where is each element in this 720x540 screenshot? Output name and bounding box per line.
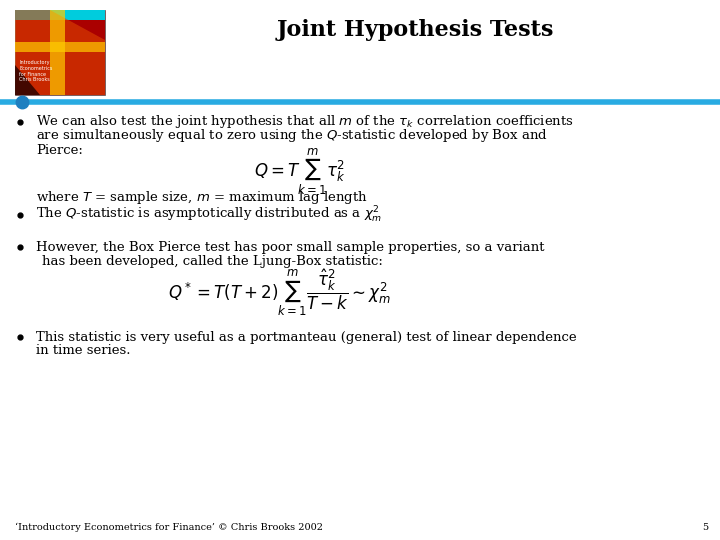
Text: Joint Hypothesis Tests: Joint Hypothesis Tests <box>276 19 554 41</box>
Text: This statistic is very useful as a portmanteau (general) test of linear dependen: This statistic is very useful as a portm… <box>36 330 577 343</box>
Text: $Q = T\sum_{k=1}^{m} \tau_k^2$: $Q = T\sum_{k=1}^{m} \tau_k^2$ <box>254 147 346 197</box>
Polygon shape <box>15 42 105 52</box>
Text: in time series.: in time series. <box>36 345 130 357</box>
Text: has been developed, called the Ljung-Box statistic:: has been developed, called the Ljung-Box… <box>42 254 383 267</box>
Polygon shape <box>50 10 65 95</box>
Text: ‘Introductory Econometrics for Finance’ © Chris Brooks 2002: ‘Introductory Econometrics for Finance’ … <box>15 523 323 532</box>
Polygon shape <box>15 10 105 95</box>
Text: where $T$ = sample size, $m$ = maximum lag length: where $T$ = sample size, $m$ = maximum l… <box>36 190 368 206</box>
Text: are simultaneously equal to zero using the $Q$-statistic developed by Box and: are simultaneously equal to zero using t… <box>36 127 548 145</box>
Text: Introductory
Econometrics
for Finance
Chris Brooks: Introductory Econometrics for Finance Ch… <box>19 60 53 83</box>
Text: $Q^* = T(T+2)\sum_{k=1}^{m} \dfrac{\hat{\tau}_k^2}{T-k} \sim \chi^2_m$: $Q^* = T(T+2)\sum_{k=1}^{m} \dfrac{\hat{… <box>168 267 392 319</box>
Text: We can also test the joint hypothesis that all $m$ of the $\tau_k$ correlation c: We can also test the joint hypothesis th… <box>36 113 574 131</box>
Text: However, the Box Pierce test has poor small sample properties, so a variant: However, the Box Pierce test has poor sm… <box>36 240 544 253</box>
Text: Pierce:: Pierce: <box>36 144 83 157</box>
Polygon shape <box>15 65 40 95</box>
Text: 5: 5 <box>702 523 708 532</box>
Text: The $Q$-statistic is asymptotically distributed as a $\chi^2_{m}$: The $Q$-statistic is asymptotically dist… <box>36 205 382 225</box>
Polygon shape <box>15 10 105 20</box>
Polygon shape <box>15 10 105 95</box>
